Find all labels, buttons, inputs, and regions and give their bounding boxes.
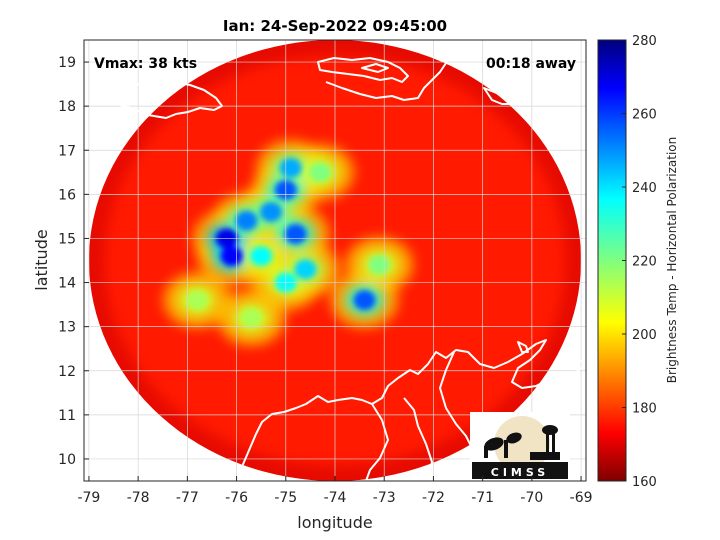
x-axis-ticks: -79 -78 -77 -76 -75 -74 -73 -72 -71 -70 -69	[77, 476, 593, 506]
coastline-aruba	[517, 341, 529, 353]
y-tick-label-3: 13	[58, 320, 76, 336]
x-tick-label-7: -72	[422, 490, 445, 506]
y-tick-label-1: 11	[58, 408, 76, 424]
vmax-annotation: Vmax: 38 kts	[94, 56, 197, 72]
colorbar	[597, 39, 627, 482]
coastline-cuba-coast	[325, 45, 471, 101]
core-13	[240, 307, 263, 328]
gridlines	[84, 40, 586, 481]
coastline-south-america	[235, 339, 586, 481]
time-away-annotation: 00:18 away	[486, 56, 576, 72]
core-1	[220, 246, 243, 267]
x-tick-label-8: -71	[471, 490, 494, 506]
core-6	[284, 224, 307, 245]
y-tick-label-0: 10	[58, 452, 76, 468]
coastline-lake	[365, 403, 389, 481]
cimss-logo: CIMSS	[470, 412, 570, 480]
core-10	[353, 290, 376, 311]
core-5	[279, 157, 302, 178]
x-tick-label-6: -73	[373, 490, 396, 506]
cb-tick-label-4: 200	[632, 328, 657, 343]
core-9	[294, 259, 317, 280]
core-11	[368, 254, 391, 275]
coastline-cuba-east	[317, 57, 409, 83]
cb-tick-label-1: 260	[632, 108, 657, 123]
x-tick-label-4: -75	[274, 490, 297, 506]
x-tick-label-1: -78	[127, 490, 150, 506]
coastline-island-small-1	[361, 63, 389, 73]
x-tick-label-5: -74	[324, 490, 347, 506]
y-tick-label-7: 17	[58, 143, 76, 159]
core-7	[250, 246, 273, 267]
cb-tick-label-3: 220	[632, 255, 657, 270]
colorbar-ticks: 280 260 240 220 200 180 160	[622, 34, 657, 490]
y-axis-label: latitude	[32, 229, 51, 290]
x-axis-label: longitude	[297, 513, 372, 532]
cb-tick-label-5: 180	[632, 402, 657, 417]
coastline-lake-inner	[403, 397, 433, 481]
y-tick-label-6: 16	[58, 187, 76, 203]
colorbar-label: Brightness Temp - Horizontal Polarizatio…	[665, 137, 679, 384]
y-axis-ticks: 10 11 12 13 14 15 16 17 18 19	[58, 55, 89, 468]
core-12	[186, 290, 209, 311]
chart-title: Ian: 24-Sep-2022 09:45:00	[223, 17, 447, 35]
x-tick-label-3: -76	[225, 490, 248, 506]
cimss-logo-text: CIMSS	[491, 466, 549, 479]
core-4	[260, 201, 283, 222]
y-tick-label-9: 19	[58, 55, 76, 71]
y-tick-label-8: 18	[58, 99, 76, 115]
core-2	[235, 210, 258, 231]
cb-tick-label-6: 160	[632, 475, 657, 490]
y-tick-label-2: 12	[58, 364, 76, 380]
core-14	[309, 162, 332, 183]
x-tick-label-0: -79	[77, 490, 100, 506]
coastline-curacao	[567, 359, 585, 365]
coastline-puerto-rico	[483, 87, 513, 105]
cb-tick-label-2: 240	[632, 181, 657, 196]
x-tick-label-9: -70	[520, 490, 543, 506]
coastline-hispaniola	[115, 81, 223, 119]
y-tick-label-4: 14	[58, 276, 76, 292]
x-tick-label-10: -69	[570, 490, 593, 506]
y-tick-label-5: 15	[58, 231, 76, 247]
cb-tick-label-0: 280	[632, 34, 657, 49]
coastline-island-small-2	[537, 43, 567, 53]
x-tick-label-2: -77	[176, 490, 199, 506]
